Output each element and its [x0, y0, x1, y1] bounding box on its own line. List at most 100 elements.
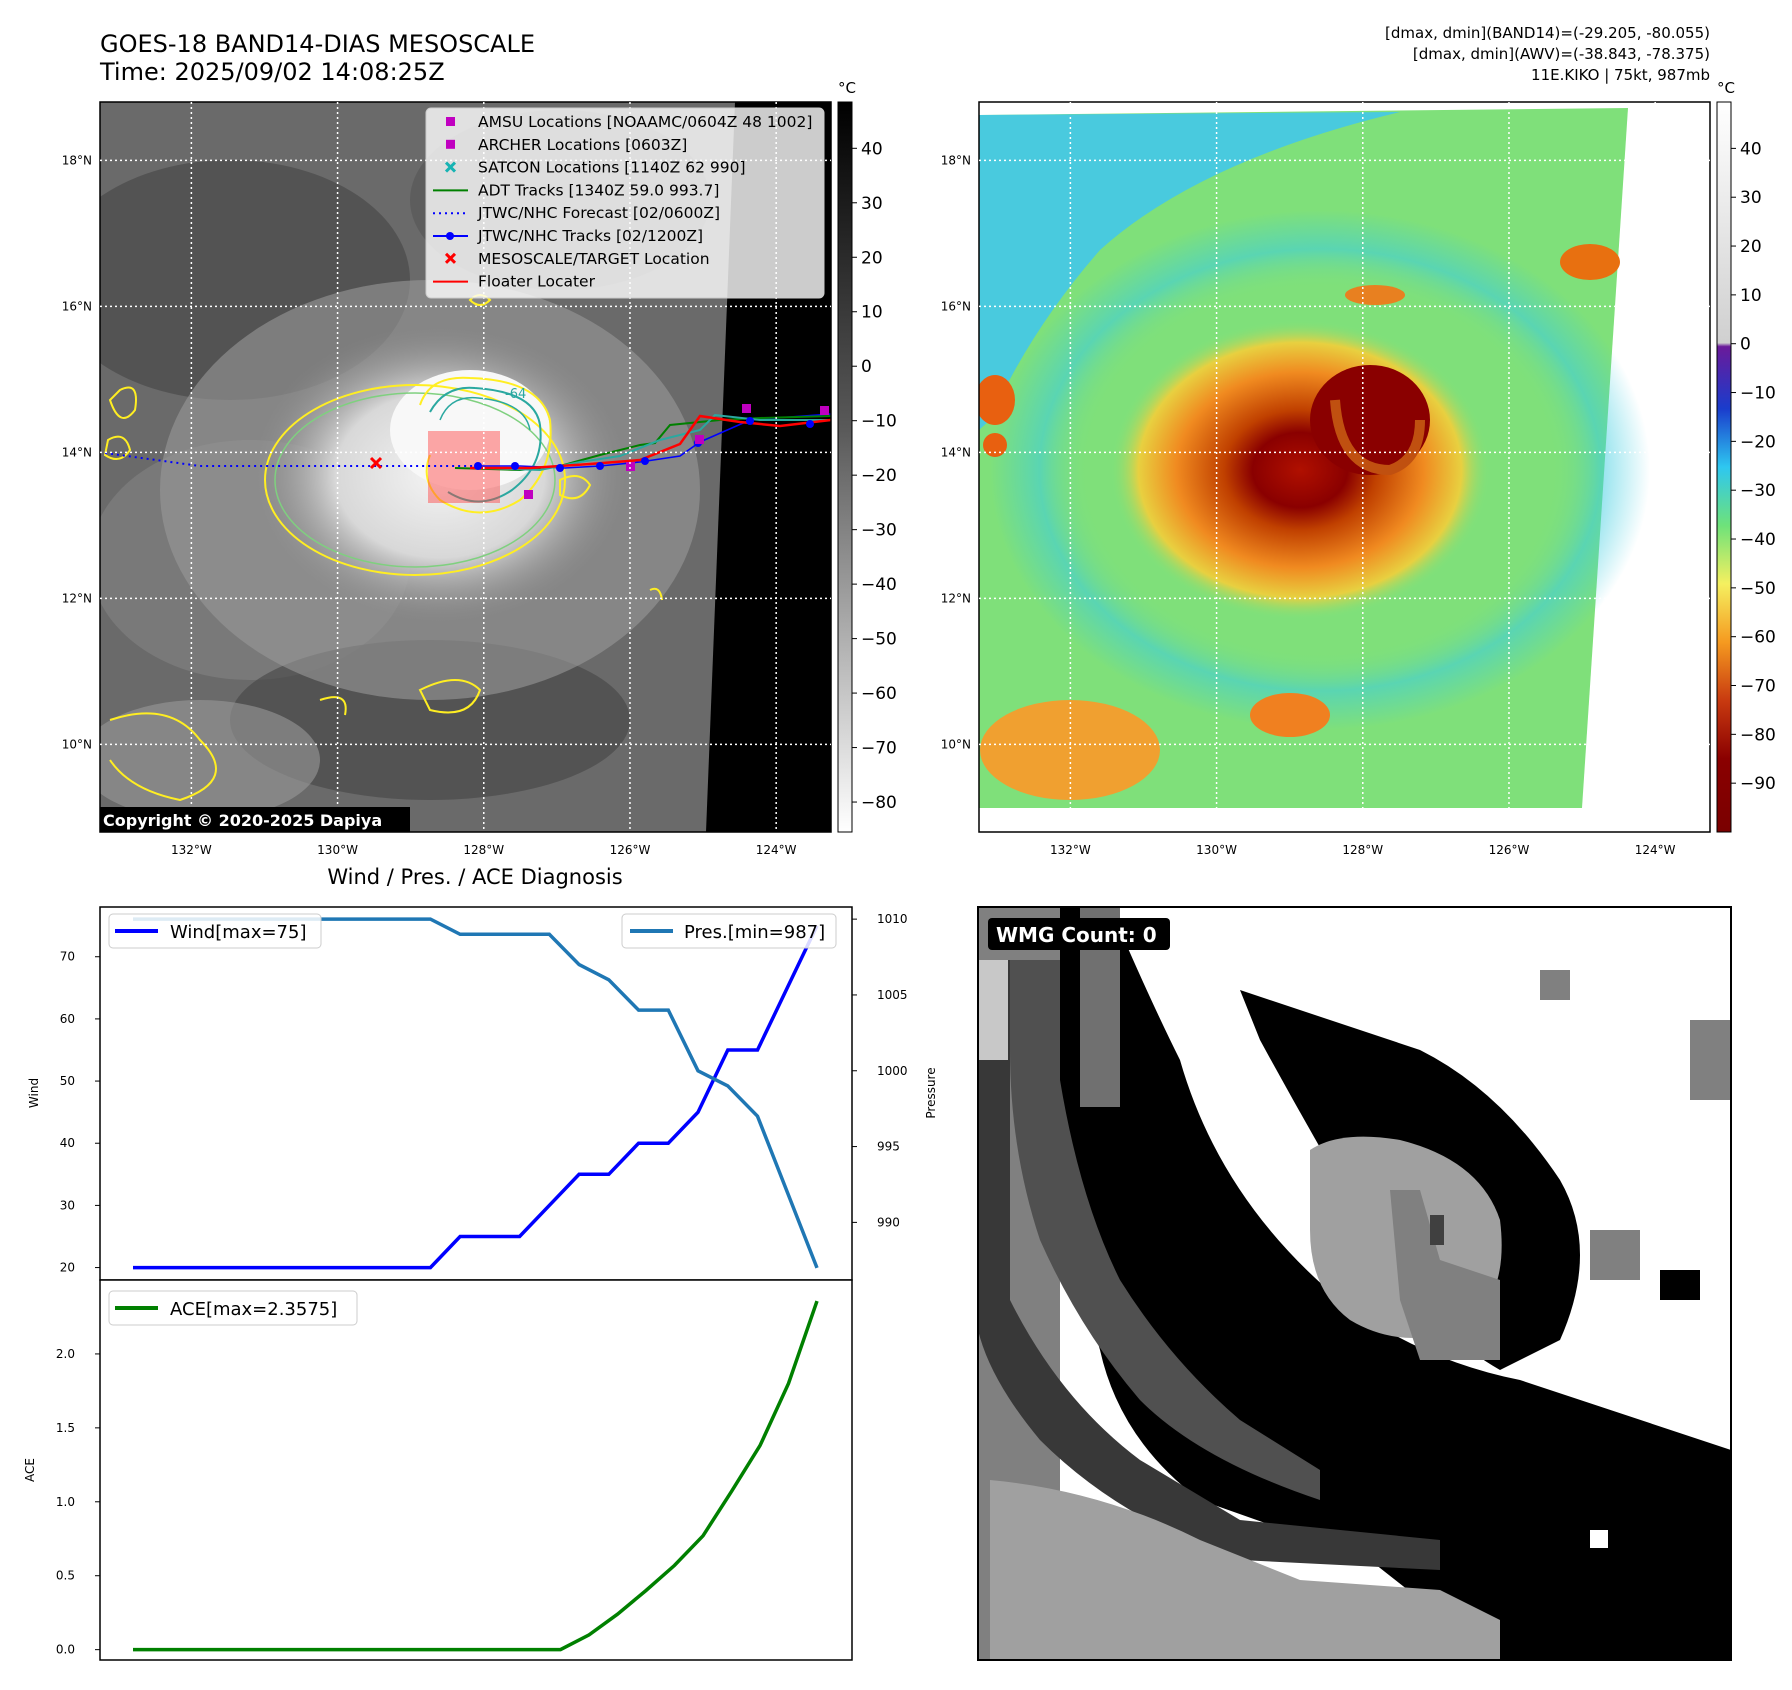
legend-label: AMSU Locations [NOAAMC/0604Z 48 1002]	[478, 113, 812, 131]
ace-legend: ACE[max=2.3575]	[108, 1290, 358, 1326]
awv-lat-label: 18°N	[941, 153, 971, 167]
colorbar-tick-label: −30	[1740, 481, 1776, 501]
ir-lat-label: 16°N	[62, 299, 92, 313]
awv-axis-labels: 132°W 130°W 128°W 126°W 124°W 18°N 16°N 14°N 12°…	[941, 153, 1676, 857]
colorbar-tick-label: 10	[861, 303, 883, 323]
colorbar-tick-label: −60	[1740, 628, 1776, 648]
wmg-imagery	[978, 907, 1731, 1660]
pressure-tick-label: 1000	[877, 1064, 908, 1078]
wmg-panel: WMG Count: 0	[977, 906, 1732, 1661]
wind-legend: Wind[max=75]	[108, 913, 322, 949]
colorbar-tick-label: −50	[861, 630, 897, 650]
legend-entry: AMSU Locations [NOAAMC/0604Z 48 1002]	[446, 113, 812, 131]
info-band14: [dmax, dmin](BAND14)=(-29.205, -80.055)	[1385, 24, 1710, 42]
awv-lon-label: 132°W	[1050, 843, 1091, 857]
diagnosis-panel: Wind / Pres. / ACE Diagnosis Wind Pressu…	[23, 865, 938, 1661]
copyright-box: Copyright © 2020-2025 Dapiya	[100, 807, 410, 832]
y-tick-label: 0.0	[56, 1643, 75, 1657]
awv-lon-label: 130°W	[1196, 843, 1237, 857]
magenta-square-marker	[446, 139, 455, 149]
y-tick-label: 30	[60, 1198, 75, 1212]
magenta-square-marker	[446, 117, 455, 126]
colorbar-tick-label: −70	[861, 739, 897, 759]
awv-lon-label: 126°W	[1489, 843, 1530, 857]
legend-label: ARCHER Locations [0603Z]	[478, 136, 687, 154]
legend-label: Floater Locater	[478, 273, 596, 291]
target-location	[369, 456, 383, 470]
colorbar-tick-label: 10	[1740, 286, 1762, 306]
ir-lat-label: 12°N	[62, 591, 92, 605]
y-tick-label: 50	[60, 1074, 75, 1088]
contour-label: -64	[505, 387, 526, 402]
pressure-tick-label: 990	[877, 1215, 900, 1229]
y-tick-label: 40	[60, 1136, 75, 1150]
ir-lon-label: 126°W	[610, 843, 651, 857]
ir-lon-label: 132°W	[171, 843, 212, 857]
colorbar-tick-label: 20	[1740, 237, 1762, 257]
ir-legend: AMSU Locations [NOAAMC/0604Z 48 1002] ARC…	[425, 107, 825, 299]
colorbar-tick-label: −40	[861, 575, 897, 595]
colorbar-tick-label: −60	[861, 684, 897, 704]
info-awv: [dmax, dmin](AWV)=(-38.843, -78.375)	[1413, 45, 1710, 63]
wmg-count-label: WMG Count: 0	[996, 923, 1157, 947]
legend-entry: ADT Tracks [1340Z 59.0 993.7]	[433, 181, 719, 199]
legend-entry: Floater Locater	[433, 273, 596, 291]
colorbar-tick-label: −50	[1740, 579, 1776, 599]
y-tick-label: 20	[60, 1261, 75, 1275]
awv-panel: °C 403020100−10−20−30−40−50−60−70−80−90 …	[941, 79, 1776, 857]
ace-axes	[99, 1279, 853, 1661]
legend-entry: SATCON Locations [1140Z 62 990]	[444, 159, 746, 177]
pressure-tick-label: 1005	[877, 988, 908, 1002]
ir-lon-label: 130°W	[317, 843, 358, 857]
y-tick-label: 60	[60, 1012, 75, 1026]
colorbar-tick-label: −10	[861, 412, 897, 432]
awv-colorbar: °C 40 30 20 10 0 −10 −20 −30 −40 −50 −60 −70 −80 −90	[1716, 79, 1776, 833]
colorbar-tick-label: 20	[861, 248, 883, 268]
ace-legend-label: ACE[max=2.3575]	[170, 1299, 337, 1320]
y-tick-label: 2.0	[56, 1347, 75, 1361]
blue-dot-line	[433, 232, 468, 240]
figure-title: GOES-18 BAND14-DIAS MESOSCALE	[100, 30, 535, 58]
diagnosis-title: Wind / Pres. / ACE Diagnosis	[327, 865, 622, 889]
ir-lat-label: 14°N	[62, 445, 92, 459]
colorbar-tick-label: 0	[861, 357, 872, 377]
awv-lon-label: 128°W	[1342, 843, 1383, 857]
legend-label: JTWC/NHC Forecast [02/0600Z]	[477, 204, 720, 222]
awv-colorbar-unit: °C	[1717, 79, 1735, 97]
amsu-points	[524, 404, 829, 499]
legend-entry: JTWC/NHC Tracks [02/1200Z]	[433, 227, 703, 245]
cyan-x-marker	[444, 161, 457, 173]
pressure-ylabel: Pressure	[924, 1067, 938, 1118]
legend-entry: MESOSCALE/TARGET Location	[444, 250, 710, 268]
y-tick-label: 70	[60, 950, 75, 964]
ir-colorbar-unit: °C	[838, 79, 856, 97]
legend-label: JTWC/NHC Tracks [02/1200Z]	[477, 227, 703, 245]
awv-lon-label: 124°W	[1635, 843, 1676, 857]
colorbar-tick-label: −20	[1740, 432, 1776, 452]
wind-legend-label: Wind[max=75]	[170, 922, 307, 943]
red-x-marker	[444, 252, 457, 264]
colorbar-tick-label: −70	[1740, 677, 1776, 697]
legend-entry: ARCHER Locations [0603Z]	[446, 136, 687, 154]
ir-colorbar: °C 40 30 20 10 0 −10 −20 −30 −40 −50 −60 −70 −80	[837, 79, 897, 833]
colorbar-tick-label: 0	[1740, 335, 1751, 355]
ir-lat-label: 10°N	[62, 737, 92, 751]
ace-ylabel: ACE	[23, 1458, 37, 1482]
legend-entry: JTWC/NHC Forecast [02/0600Z]	[433, 204, 720, 222]
awv-lat-label: 16°N	[941, 299, 971, 313]
wind-line	[133, 924, 819, 1270]
awv-lat-label: 10°N	[941, 737, 971, 751]
wind-pres-axes	[99, 906, 853, 1281]
copyright-text: Copyright © 2020-2025 Dapiya	[103, 811, 382, 830]
wmg-count-box: WMG Count: 0	[988, 918, 1170, 950]
pres-legend-label: Pres.[min=987]	[684, 922, 825, 943]
awv-lat-label: 14°N	[941, 445, 971, 459]
ir-panel: -64	[62, 79, 897, 857]
colorbar-tick-label: 30	[1740, 188, 1762, 208]
y-tick-label: 1.5	[56, 1421, 75, 1435]
legend-label: MESOSCALE/TARGET Location	[478, 250, 710, 268]
ir-lon-label: 128°W	[463, 843, 504, 857]
pressure-tick-label: 995	[877, 1140, 900, 1154]
y-tick-label: 0.5	[56, 1569, 75, 1583]
